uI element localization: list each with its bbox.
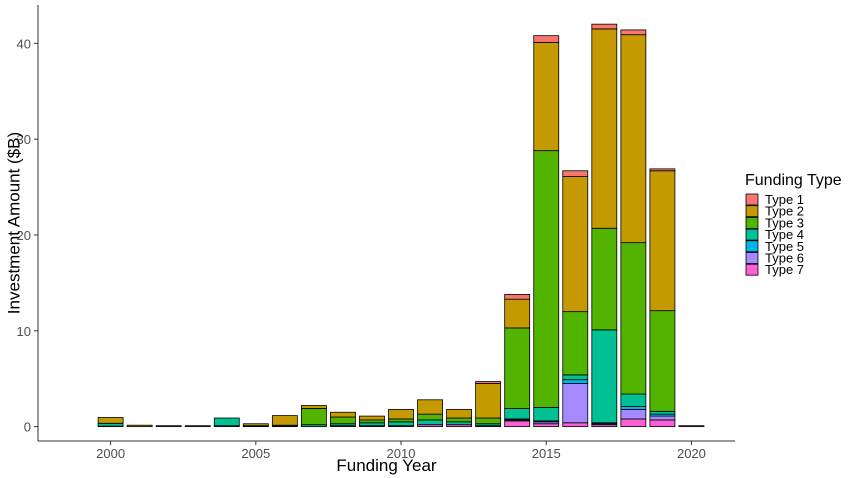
bar-segment <box>504 408 531 420</box>
legend-swatch <box>745 263 759 276</box>
bar-segment <box>562 170 589 177</box>
bar-segment <box>97 422 124 427</box>
bar-segment <box>620 406 647 410</box>
bar-segment <box>388 421 414 427</box>
legend-swatch <box>745 193 759 206</box>
bar-segment <box>417 413 443 421</box>
bar-segment <box>417 399 443 415</box>
bar-segment <box>446 417 473 423</box>
bar-segment <box>562 422 589 428</box>
bar-segment <box>300 405 327 409</box>
bar-segment <box>562 311 589 376</box>
y-axis-title: Investment Amount ($B) <box>4 132 23 314</box>
bar-segment <box>533 41 560 152</box>
bar-segment <box>504 293 531 300</box>
legend-label: Type 1 <box>765 192 804 207</box>
bar-segment <box>620 29 647 36</box>
legend-label: Type 4 <box>765 227 804 242</box>
bar-segment <box>475 417 502 425</box>
bar-segment <box>446 421 473 426</box>
bar-segment <box>97 417 124 424</box>
bar-segment <box>678 425 705 428</box>
legend-label: Type 6 <box>765 251 804 266</box>
y-tick-label: 0 <box>24 420 31 435</box>
bar-segment <box>591 227 618 331</box>
y-tick-label: 20 <box>17 228 31 243</box>
bar-segment <box>417 419 443 426</box>
bar-segment <box>359 419 385 424</box>
bar-segment <box>330 411 356 418</box>
bar-segment <box>359 422 385 427</box>
bar-segment <box>620 34 647 244</box>
bar-segment <box>591 28 618 229</box>
legend-title: Funding Type <box>745 172 842 189</box>
y-tick-label: 40 <box>17 36 31 51</box>
bar-segment <box>300 408 327 426</box>
bar-segment <box>388 408 414 420</box>
x-tick-label: 2000 <box>96 446 125 461</box>
bar-segment <box>620 418 647 428</box>
bar-segment <box>533 150 560 408</box>
legend-swatch <box>745 240 759 253</box>
bar-segment <box>562 176 589 313</box>
bar-segment <box>620 393 647 407</box>
bar-segment <box>620 408 647 420</box>
bar-segment <box>562 379 589 384</box>
bar-segment <box>620 242 647 395</box>
x-ticks: 2000 2005 2010 2015 2020 <box>96 441 706 461</box>
bar-segment <box>649 419 676 428</box>
bar-segment <box>446 408 473 419</box>
bar-segment <box>330 416 356 425</box>
bar-segment <box>213 417 240 427</box>
y-tick-label: 10 <box>17 324 31 339</box>
legend-label: Type 2 <box>765 204 804 219</box>
bar-segment <box>562 383 589 424</box>
legend-swatch <box>745 205 759 218</box>
bar-segment <box>184 425 211 428</box>
legend-label: Type 7 <box>765 262 804 277</box>
bar-segment <box>388 418 414 423</box>
y-tick-label: 30 <box>17 132 31 147</box>
bar-segment <box>533 35 560 43</box>
x-tick-label: 2005 <box>241 446 270 461</box>
legend-swatch <box>745 228 759 241</box>
bar-segment <box>475 381 502 384</box>
x-tick-label: 2015 <box>532 446 561 461</box>
bars-layer <box>97 23 705 428</box>
bar-segment <box>649 415 676 421</box>
bar-segment <box>271 415 298 426</box>
bar-segment <box>533 407 560 422</box>
bar-segment <box>649 310 676 412</box>
bar-segment <box>126 424 153 428</box>
bar-segment <box>649 170 676 312</box>
legend-swatch <box>745 216 759 229</box>
bar-segment <box>504 327 531 409</box>
bar-segment <box>591 329 618 424</box>
y-ticks: 0 10 20 30 40 <box>17 36 38 435</box>
bar-segment <box>649 168 676 172</box>
legend-label: Type 3 <box>765 215 804 230</box>
legend-swatch <box>745 252 759 264</box>
bar-segment <box>242 423 269 427</box>
bar-segment <box>591 23 618 30</box>
bar-segment <box>533 423 560 428</box>
bar-segment <box>562 374 589 381</box>
bar-segment <box>649 410 676 415</box>
bar-segment <box>504 298 531 329</box>
bar-segment <box>155 425 182 428</box>
bar-segment <box>475 383 502 419</box>
bar-segment <box>504 420 531 428</box>
x-tick-label: 2020 <box>677 446 706 461</box>
x-tick-label: 2010 <box>387 446 416 461</box>
x-axis-title: Funding Year <box>336 456 437 475</box>
bar-segment <box>359 415 385 421</box>
legend-label: Type 5 <box>765 239 804 254</box>
